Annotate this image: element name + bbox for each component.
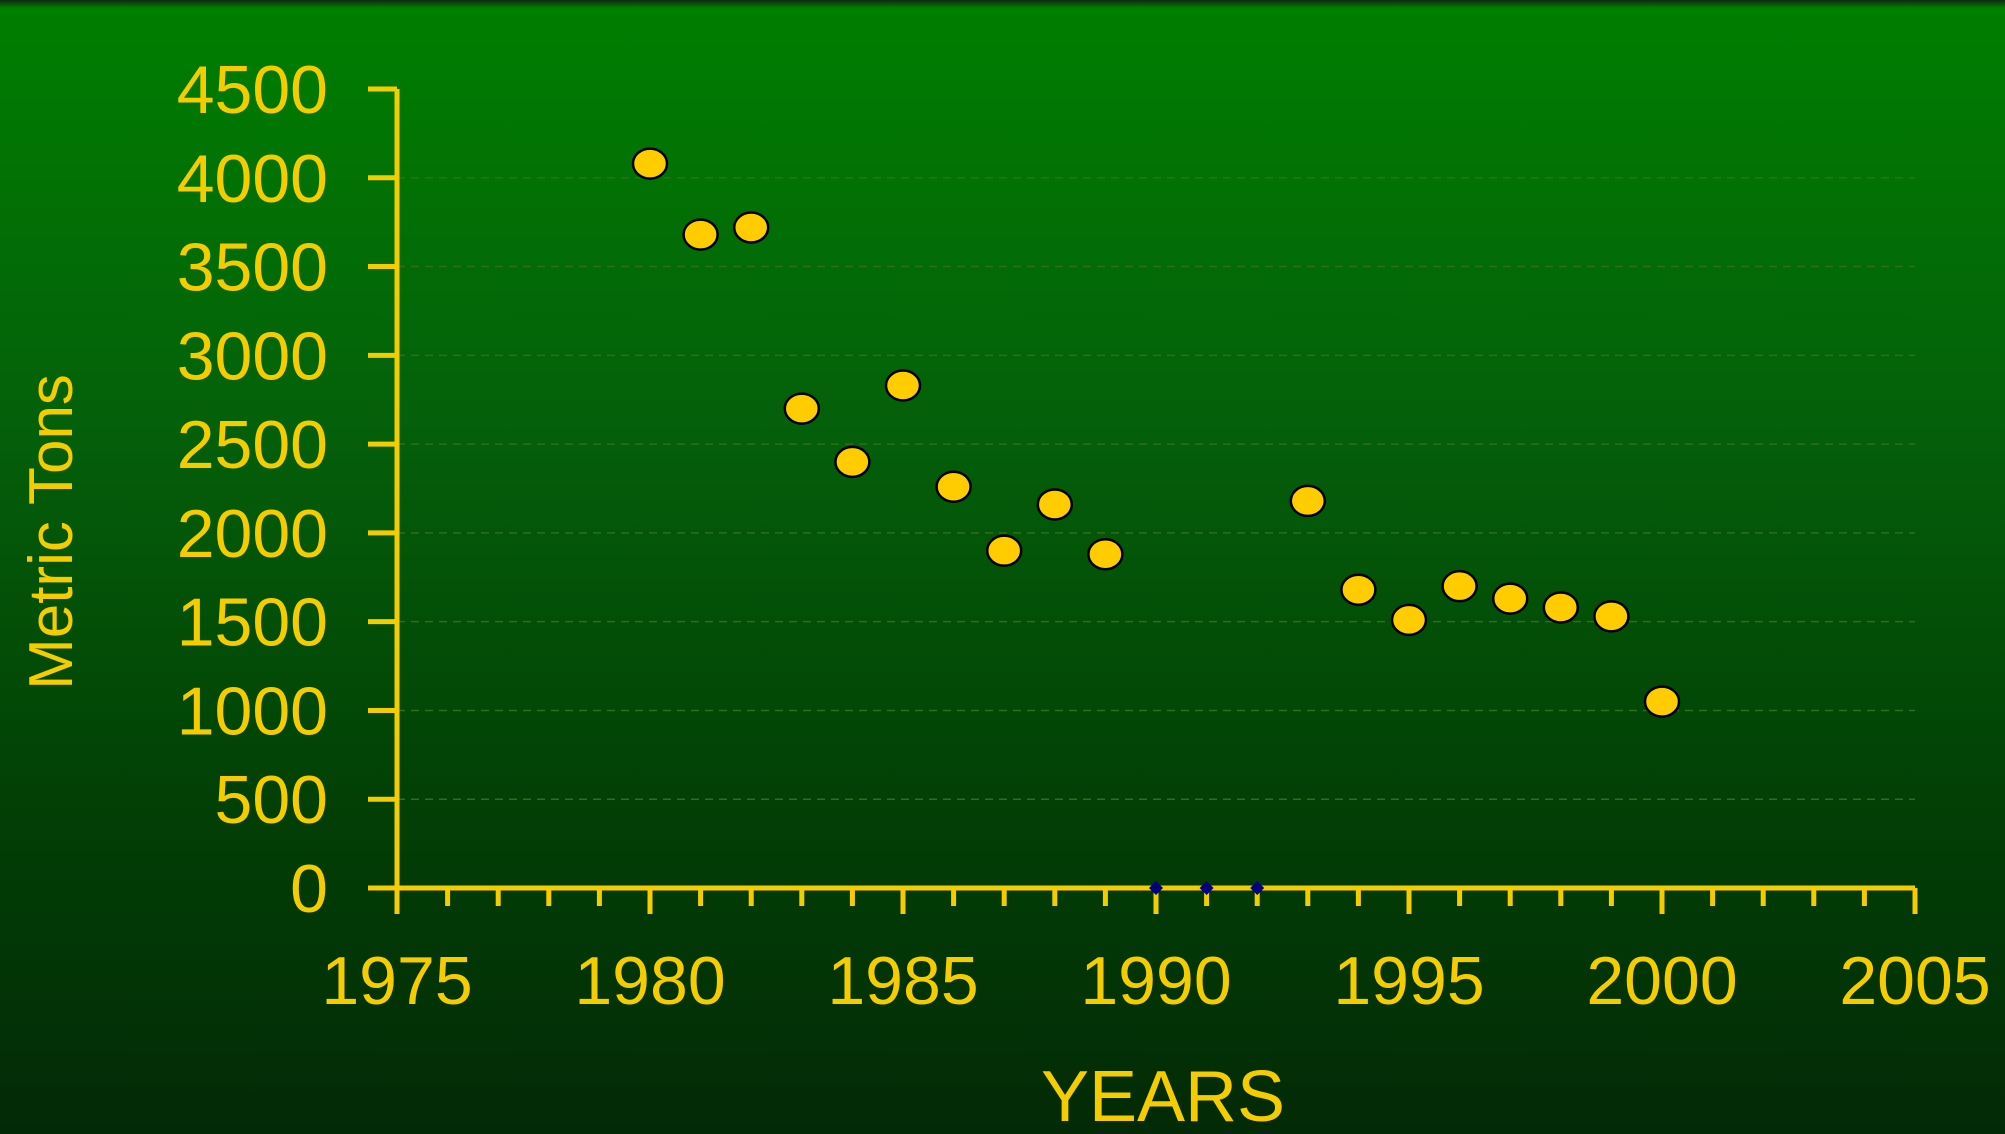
data-point (1036, 488, 1074, 521)
data-point (1491, 582, 1529, 615)
y-tick-label: 0 (290, 851, 328, 927)
data-point (783, 392, 821, 425)
data-point (682, 218, 719, 251)
data-point-marker (1149, 881, 1163, 895)
x-tick-label: 2000 (1586, 943, 1737, 1019)
data-point (1289, 484, 1327, 518)
y-tick-label: 4500 (177, 52, 328, 128)
x-tick-label: 1980 (574, 943, 725, 1019)
y-tick-label: 1500 (177, 585, 328, 661)
data-point-marker (1250, 881, 1265, 895)
data-point-marker (1199, 881, 1214, 895)
data-point (631, 147, 669, 180)
data-point (1542, 591, 1580, 624)
data-point (1340, 573, 1377, 606)
x-axis-title: YEARS (1041, 1057, 1285, 1134)
y-tick-label: 3500 (177, 230, 328, 306)
x-tick-label: 1990 (1080, 943, 1231, 1019)
data-point (1390, 603, 1428, 637)
data-point (884, 369, 922, 402)
x-tick-label: 1975 (321, 943, 472, 1019)
data-point (1441, 569, 1478, 603)
y-tick-label: 2500 (177, 407, 328, 483)
y-tick-label: 1000 (177, 673, 328, 749)
axes (368, 89, 1915, 891)
data-point (985, 534, 1023, 567)
y-axis-title: Metric Tons (17, 374, 86, 690)
data-point (1593, 600, 1630, 633)
data-point (1643, 685, 1681, 718)
y-tick-label: 500 (215, 762, 328, 838)
y-tick-label: 2000 (177, 496, 328, 572)
data-points (631, 147, 1681, 895)
y-tick-label: 4000 (177, 141, 328, 217)
tick-labels: 0 500 1000 1500 2000 2500 3000 3500 4000 4500 1975… (177, 52, 1991, 1019)
tick-marks (368, 86, 1918, 914)
data-point (834, 445, 871, 479)
data-point (732, 211, 770, 244)
data-point (935, 470, 972, 503)
x-tick-label: 2005 (1839, 943, 1990, 1019)
x-tick-label: 1985 (827, 943, 978, 1019)
x-tick-label: 1995 (1333, 943, 1484, 1019)
data-point (1087, 537, 1124, 571)
y-tick-label: 3000 (177, 318, 328, 394)
grid-lines (397, 177, 1915, 800)
